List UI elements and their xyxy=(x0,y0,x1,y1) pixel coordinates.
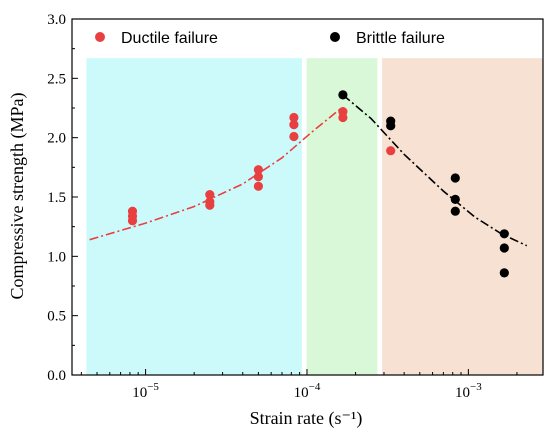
y-tick-label: 0.0 xyxy=(47,368,66,384)
x-tick-label: 10−3 xyxy=(455,381,482,401)
brittle-point-7 xyxy=(499,229,509,239)
brittle-point-4 xyxy=(450,173,460,183)
shaded-region-2 xyxy=(306,58,378,375)
x-axis-title: Strain rate (s⁻¹) xyxy=(250,408,363,429)
x-tick-label: 10−4 xyxy=(294,381,321,401)
x-tick-label: 10−5 xyxy=(132,381,159,401)
x-axis-ticks: 10−5 10−4 10−3 xyxy=(80,369,518,401)
legend-label-ductile: Ductile failure xyxy=(121,30,218,47)
ductile-point-4 xyxy=(205,190,215,200)
y-tick-label: 1.0 xyxy=(47,249,66,265)
ductile-point-14 xyxy=(338,112,348,123)
shaded-regions xyxy=(86,58,543,375)
fit-line-1 xyxy=(89,108,341,241)
legend-marker-ductile xyxy=(95,32,105,42)
brittle-point-1 xyxy=(338,90,348,100)
shaded-region-3 xyxy=(382,58,543,375)
y-tick-label: 2.0 xyxy=(47,131,66,147)
ductile-point-9 xyxy=(253,181,263,191)
shaded-region-1 xyxy=(86,58,302,375)
y-tick-label: 2.5 xyxy=(47,71,66,87)
y-tick-label: 3.0 xyxy=(47,12,66,28)
brittle-point-5 xyxy=(450,194,460,204)
brittle-point-9 xyxy=(499,268,509,278)
ductile-point-6 xyxy=(205,200,215,210)
ductile-point-10 xyxy=(289,112,299,123)
y-axis-title: Compressive strength (MPa) xyxy=(7,93,28,300)
y-axis-ticks: 0.0 0.5 1.0 1.5 2.0 2.5 3.0 xyxy=(47,12,78,384)
brittle-point-6 xyxy=(450,206,460,216)
data-points xyxy=(127,90,509,278)
y-tick-label: 1.5 xyxy=(47,190,66,206)
ductile-point-7 xyxy=(253,165,263,175)
ductile-point-15 xyxy=(386,146,396,156)
legend-marker-brittle xyxy=(330,32,340,42)
brittle-point-3 xyxy=(386,121,396,131)
ductile-point-12 xyxy=(289,131,299,142)
ductile-point-8 xyxy=(253,172,263,182)
legend-label-brittle: Brittle failure xyxy=(356,30,445,47)
ductile-point-11 xyxy=(289,120,299,130)
y-tick-label: 0.5 xyxy=(47,309,66,325)
legend: Ductile failure Brittle failure xyxy=(95,30,445,47)
brittle-point-8 xyxy=(499,243,509,253)
ductile-point-3 xyxy=(127,216,138,226)
